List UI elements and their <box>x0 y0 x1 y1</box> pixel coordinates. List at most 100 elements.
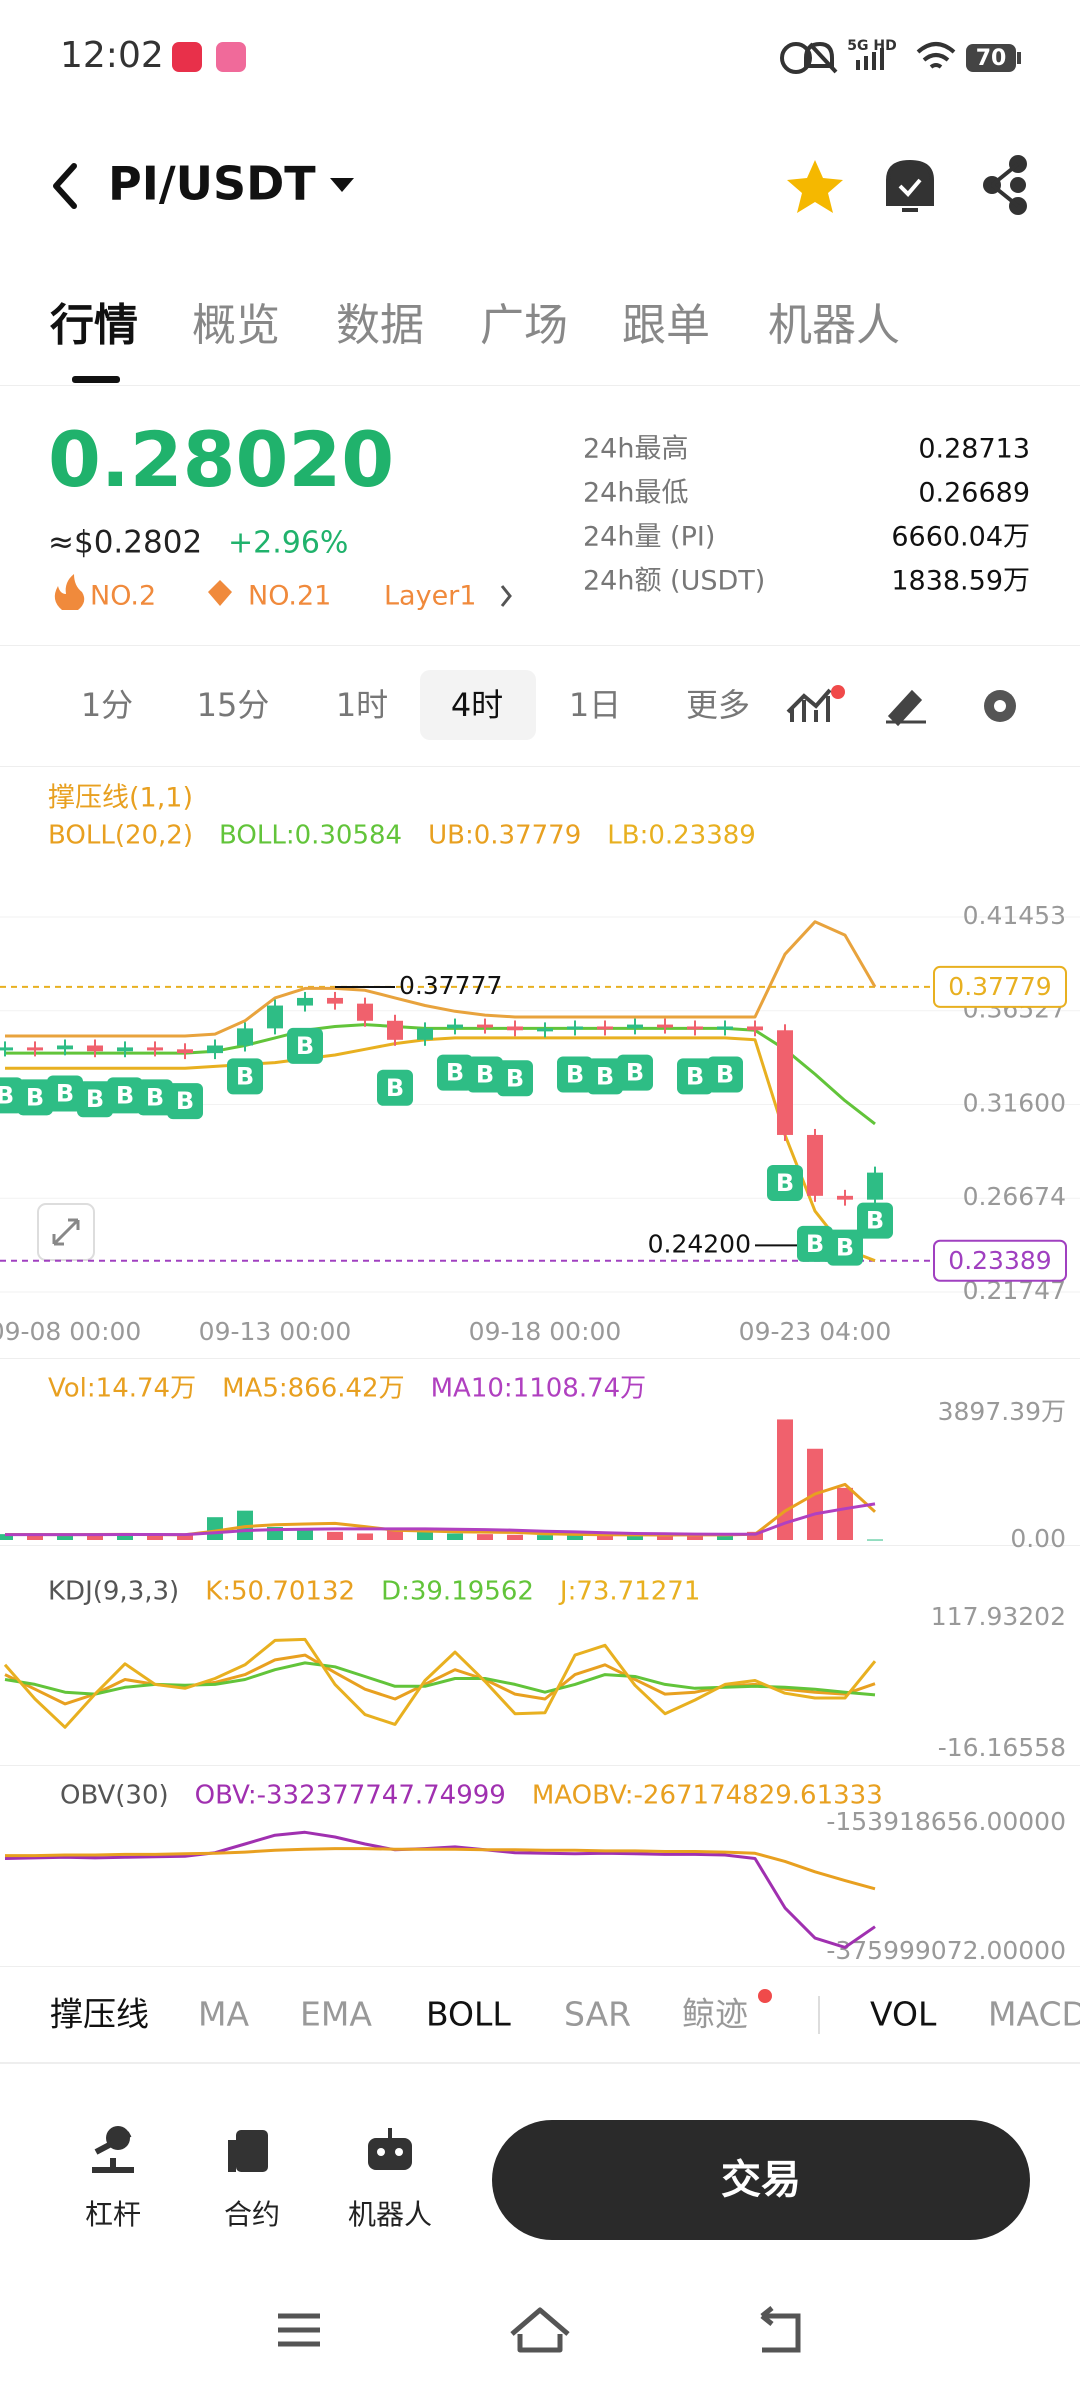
interval-selected-bg <box>420 670 536 740</box>
annotation-label: 0.37777 <box>399 971 502 1000</box>
buy-signal-label: B <box>26 1083 44 1111</box>
volume-bar <box>387 1528 403 1540</box>
alert-bell[interactable] <box>886 159 934 212</box>
candle <box>27 1047 43 1051</box>
interval[interactable]: 4时 <box>451 686 503 724</box>
interval[interactable]: 1时 <box>336 686 388 724</box>
reference-label: 0.37779 <box>948 972 1051 1001</box>
buy-signal <box>827 1229 863 1266</box>
signal-icon <box>856 48 884 70</box>
bottom-item-label[interactable]: 机器人 <box>348 2198 432 2231</box>
tab[interactable]: 概览 <box>192 300 280 351</box>
favorite-star[interactable] <box>787 160 843 213</box>
volume-bar <box>0 1534 13 1540</box>
reference-label-box <box>933 1239 1067 1282</box>
indicator-tab[interactable]: MACD <box>988 1995 1080 2034</box>
buy-signal-label: B <box>386 1074 404 1102</box>
divider <box>0 645 1080 646</box>
legend-label: D:39.19562 <box>381 1577 534 1607</box>
indicator-tab[interactable]: EMA <box>300 1995 372 2034</box>
sector-tag[interactable]: Layer1 <box>384 581 476 612</box>
annotation-label: 0.24200 <box>648 1229 751 1258</box>
volume-bar <box>357 1533 373 1540</box>
badge-dot <box>758 1989 772 2003</box>
bottom-item-label[interactable]: 合约 <box>224 2198 280 2231</box>
buy-signal <box>797 1225 833 1262</box>
divider <box>0 2062 1080 2064</box>
buy-signal <box>557 1056 593 1093</box>
candle <box>657 1024 673 1028</box>
nav-home[interactable] <box>510 2307 570 2353</box>
buy-signal-label: B <box>86 1085 104 1113</box>
indicator-tab[interactable]: SAR <box>564 1995 631 2034</box>
tab[interactable]: 数据 <box>336 300 424 351</box>
buy-signal-label: B <box>626 1059 644 1087</box>
pair-title[interactable]: PI/USDT <box>108 157 316 211</box>
indicator-tab[interactable]: 鲸迹 <box>682 1995 748 2034</box>
buy-signal-label: B <box>776 1169 794 1197</box>
candle <box>387 1020 403 1040</box>
indicator-tab[interactable]: MA <box>198 1995 249 2034</box>
legend-label: BOLL(20,2) <box>48 821 193 851</box>
tab[interactable]: 行情 <box>50 300 138 351</box>
hot-rank[interactable]: NO.2 <box>90 581 156 612</box>
indicator-tab[interactable]: 撑压线 <box>50 1995 149 2034</box>
candle <box>717 1026 733 1030</box>
interval[interactable]: 更多 <box>686 686 750 724</box>
settings-hole <box>994 700 1006 712</box>
nav-menu[interactable] <box>278 2313 320 2347</box>
share-button[interactable] <box>983 155 1027 215</box>
indicator-line <box>3 1637 877 1729</box>
legend-label: KDJ(9,3,3) <box>48 1577 179 1607</box>
trade-button[interactable] <box>492 2120 1030 2240</box>
y-tick-label: 0.31600 <box>963 1089 1066 1118</box>
battery-tip <box>1017 52 1021 64</box>
stat-value: 6660.04万 <box>891 522 1030 553</box>
indicator-button[interactable] <box>786 688 832 722</box>
candle <box>267 1005 283 1029</box>
price-change: +2.96% <box>228 526 348 561</box>
trade-button-label[interactable]: 交易 <box>721 2157 801 2203</box>
interval[interactable]: 1分 <box>81 686 133 724</box>
interval[interactable]: 15分 <box>197 686 270 724</box>
buy-signal-label: B <box>836 1234 854 1262</box>
tab[interactable]: 机器人 <box>768 300 900 351</box>
volume-bar <box>87 1533 103 1540</box>
tab[interactable]: 广场 <box>480 300 568 351</box>
candle <box>327 997 343 1004</box>
volume-bar <box>117 1534 133 1540</box>
candle <box>447 1024 463 1029</box>
pair-dropdown[interactable] <box>330 178 354 192</box>
nav-back[interactable] <box>760 2306 801 2353</box>
draw-button[interactable] <box>886 689 926 727</box>
indicator-tab[interactable]: VOL <box>870 1995 937 2034</box>
legend-label: J:73.71271 <box>558 1577 701 1607</box>
buy-signal <box>107 1077 143 1114</box>
back-button[interactable] <box>53 163 77 209</box>
buy-signal-label: B <box>566 1060 584 1088</box>
bottom-item-label[interactable]: 杠杆 <box>85 2198 141 2231</box>
buy-signal-label: B <box>866 1207 884 1235</box>
legend-label: Vol:14.74万 <box>48 1374 196 1404</box>
share-dot <box>1010 177 1026 193</box>
candle <box>87 1045 103 1052</box>
volume-bar <box>567 1534 583 1540</box>
interval[interactable]: 1日 <box>569 686 621 724</box>
legend-label: OBV(30) <box>60 1781 169 1811</box>
buy-signal-label: B <box>806 1230 824 1258</box>
robot-eye <box>377 2148 385 2156</box>
candle <box>177 1049 193 1054</box>
indicator-tab[interactable]: BOLL <box>426 1995 511 2034</box>
y-tick-label: 117.93202 <box>931 1602 1066 1631</box>
legend-label: MA10:1108.74万 <box>431 1374 647 1404</box>
buy-signal-label: B <box>296 1032 314 1060</box>
buy-signal <box>167 1083 203 1120</box>
tag-chevron[interactable] <box>500 585 512 607</box>
volume-bar <box>57 1534 73 1540</box>
legend-label: OBV:-332377747.74999 <box>195 1781 506 1811</box>
buy-signal-label: B <box>116 1081 134 1109</box>
sector-rank[interactable]: NO.21 <box>248 581 331 612</box>
tab[interactable]: 跟单 <box>622 300 710 351</box>
stat-label: 24h额 (USDT) <box>583 566 765 597</box>
share-lines <box>990 162 1020 208</box>
